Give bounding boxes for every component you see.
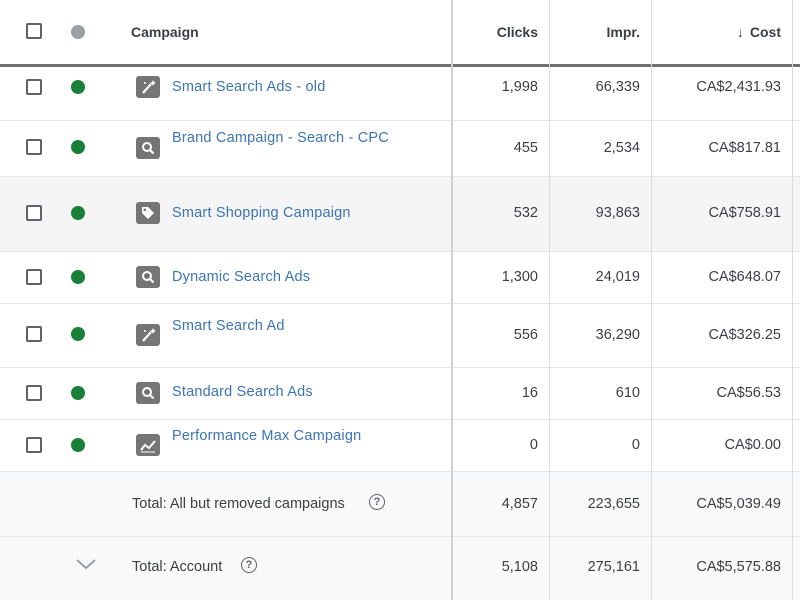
cost-value: CA$817.81 xyxy=(708,140,781,156)
column-divider xyxy=(549,0,550,600)
impr-total: 223,655 xyxy=(587,496,640,512)
status-enabled-dot[interactable] xyxy=(71,327,85,341)
cost-value: CA$2,431.93 xyxy=(696,79,781,95)
column-divider xyxy=(651,0,652,600)
row-checkbox[interactable] xyxy=(26,326,42,342)
clicks-value: 16 xyxy=(521,385,538,401)
table-row: Standard Search Ads 16 610 CA$56.53 xyxy=(0,368,800,420)
cost-column-header[interactable]: ↓ Cost xyxy=(737,24,781,40)
clicks-column-header[interactable]: Clicks xyxy=(496,24,538,40)
status-column-dot[interactable] xyxy=(71,25,85,39)
campaign-link[interactable]: Performance Max Campaign xyxy=(172,428,362,444)
column-divider xyxy=(792,0,793,600)
row-checkbox[interactable] xyxy=(26,269,42,285)
table-header: Campaign Clicks Impr. ↓ Cost xyxy=(0,0,800,67)
row-checkbox[interactable] xyxy=(26,437,42,453)
status-enabled-dot[interactable] xyxy=(71,206,85,220)
campaign-link[interactable]: Standard Search Ads xyxy=(172,384,313,400)
clicks-value: 455 xyxy=(513,140,538,156)
shopping-tag-icon xyxy=(136,202,160,224)
table-row: Brand Campaign - Search - CPC 455 2,534 … xyxy=(0,121,800,177)
cost-value: CA$648.07 xyxy=(708,269,781,285)
total-row-account: Total: Account ? 5,108 275,161 CA$5,575.… xyxy=(0,537,800,600)
campaign-link[interactable]: Smart Search Ads - old xyxy=(172,79,326,95)
clicks-value: 1,998 xyxy=(501,79,538,95)
status-enabled-dot[interactable] xyxy=(71,386,85,400)
column-divider xyxy=(451,0,453,600)
row-checkbox[interactable] xyxy=(26,139,42,155)
status-enabled-dot[interactable] xyxy=(71,80,85,94)
table-row: Smart Shopping Campaign 532 93,863 CA$75… xyxy=(0,177,800,252)
clicks-value: 556 xyxy=(513,327,538,343)
impr-total: 275,161 xyxy=(587,559,640,575)
campaign-link[interactable]: Smart Search Ad xyxy=(172,318,285,334)
smart-campaign-wand-icon xyxy=(136,324,160,346)
impr-value: 610 xyxy=(615,385,640,401)
campaign-link[interactable]: Brand Campaign - Search - CPC xyxy=(172,130,389,146)
impr-value: 24,019 xyxy=(595,269,640,285)
search-campaign-icon xyxy=(136,137,160,159)
impr-value: 36,290 xyxy=(595,327,640,343)
cost-value: CA$326.25 xyxy=(708,327,781,343)
search-campaign-icon xyxy=(136,382,160,404)
campaign-column-header[interactable]: Campaign xyxy=(131,24,199,40)
clicks-total: 5,108 xyxy=(501,559,538,575)
cost-header-label: Cost xyxy=(749,24,781,40)
help-icon[interactable]: ? xyxy=(369,494,385,510)
total-label: Total: Account xyxy=(132,559,223,575)
help-icon[interactable]: ? xyxy=(241,557,257,573)
status-enabled-dot[interactable] xyxy=(71,270,85,284)
impr-value: 93,863 xyxy=(595,205,640,221)
impr-value: 66,339 xyxy=(595,79,640,95)
row-checkbox[interactable] xyxy=(26,385,42,401)
campaign-link[interactable]: Dynamic Search Ads xyxy=(172,269,311,285)
table-row: Performance Max Campaign 0 0 CA$0.00 xyxy=(0,420,800,472)
cost-value: CA$0.00 xyxy=(724,437,781,453)
table-row: Smart Search Ad 556 36,290 CA$326.25 xyxy=(0,304,800,368)
table-row: Smart Search Ads - old 1,998 66,339 CA$2… xyxy=(0,67,800,121)
search-campaign-icon xyxy=(136,266,160,288)
campaign-link[interactable]: Smart Shopping Campaign xyxy=(172,205,351,221)
chevron-down-icon[interactable] xyxy=(75,557,97,576)
clicks-value: 0 xyxy=(529,437,538,453)
row-checkbox[interactable] xyxy=(26,205,42,221)
clicks-value: 1,300 xyxy=(501,269,538,285)
cost-total: CA$5,039.49 xyxy=(696,496,781,512)
cost-value: CA$758.91 xyxy=(708,205,781,221)
sort-down-arrow-icon: ↓ xyxy=(736,24,744,40)
status-enabled-dot[interactable] xyxy=(71,438,85,452)
clicks-value: 532 xyxy=(513,205,538,221)
performance-max-trend-icon xyxy=(136,434,160,456)
row-checkbox[interactable] xyxy=(26,79,42,95)
impr-value: 0 xyxy=(631,437,640,453)
impr-column-header[interactable]: Impr. xyxy=(606,24,640,40)
impr-value: 2,534 xyxy=(603,140,640,156)
clicks-total: 4,857 xyxy=(501,496,538,512)
total-label: Total: All but removed campaigns xyxy=(132,496,345,512)
smart-campaign-wand-icon xyxy=(136,76,160,98)
table-row: Dynamic Search Ads 1,300 24,019 CA$648.0… xyxy=(0,252,800,304)
status-enabled-dot[interactable] xyxy=(71,140,85,154)
select-all-checkbox[interactable] xyxy=(26,23,42,39)
cost-value: CA$56.53 xyxy=(716,385,782,401)
total-row-all-but-removed: Total: All but removed campaigns ? 4,857… xyxy=(0,472,800,537)
cost-total: CA$5,575.88 xyxy=(696,559,781,575)
